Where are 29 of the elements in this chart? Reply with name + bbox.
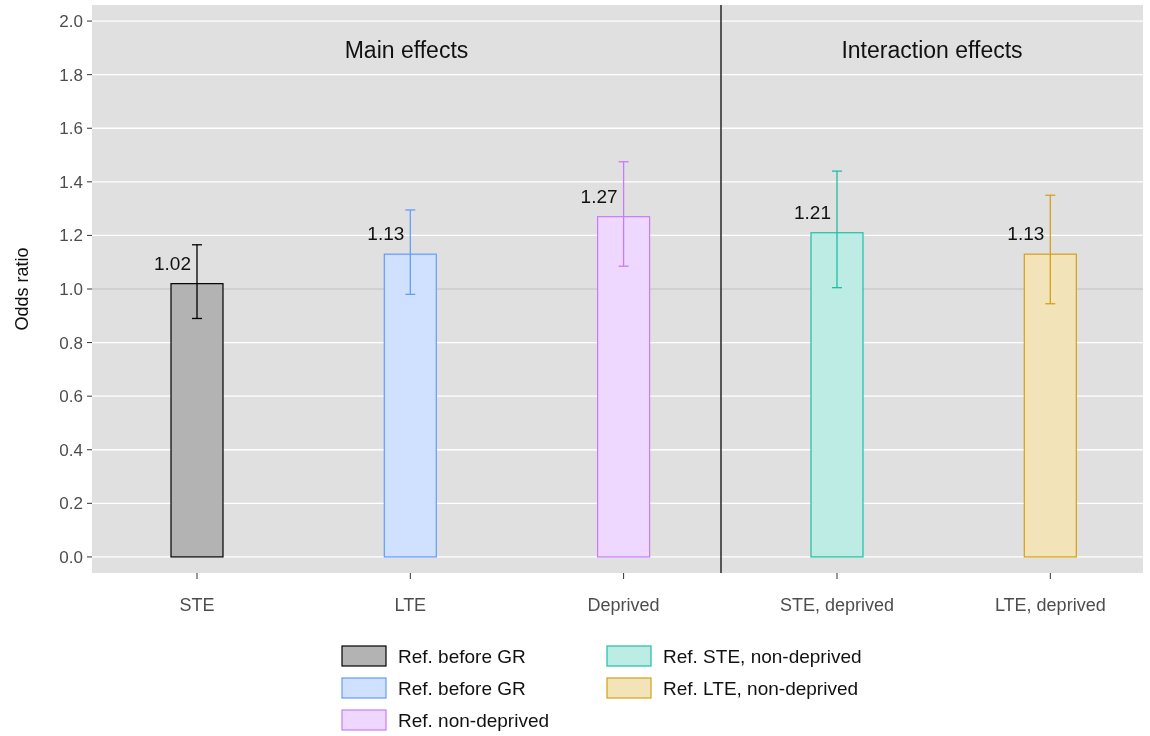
y-tick-label: 1.0 [59,279,83,299]
y-tick-label: 0.2 [59,494,83,514]
legend-label: Ref. non-deprived [398,709,550,731]
text: Main effects [344,37,469,63]
y-tick-label: 1.6 [59,119,83,139]
legend-label: Ref. LTE, non-deprived [663,677,859,699]
legend-label: Ref. before GR [398,677,526,699]
y-tick-label: 0.4 [59,440,83,460]
legend-label: Ref. STE, non-deprived [663,645,862,667]
data-label: 1.27 [580,185,618,207]
x-tick-label: LTE, deprived [994,595,1106,615]
y-tick-label: 1.2 [59,226,83,246]
data-label: 1.13 [1007,223,1045,245]
y-tick-label: 0.8 [59,333,83,353]
y-tick-label: 0.6 [59,387,83,407]
x-tick-label: LTE [394,595,427,615]
y-tick-label: 1.4 [59,172,83,192]
y-tick-label: 0.0 [59,547,83,567]
data-label: 1.21 [794,201,831,223]
y-tick-label: 2.0 [59,12,83,32]
x-tick-label: STE [179,595,215,615]
x-tick-label: Deprived [587,595,660,615]
data-label: 1.02 [154,252,191,274]
data-label: 1.13 [367,223,405,245]
x-tick-label: STE, deprived [779,595,895,615]
text: Interaction effects [841,37,1023,63]
legend-label: Ref. before GR [398,645,526,667]
y-axis-title: Odds ratio [12,247,32,331]
y-tick-label: 1.8 [59,65,83,85]
